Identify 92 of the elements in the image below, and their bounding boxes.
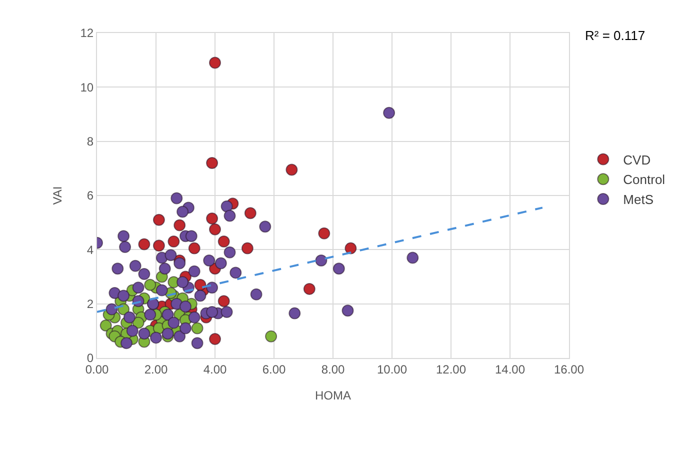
point <box>342 304 354 317</box>
x-tick-label: 6.00 <box>262 362 286 376</box>
point <box>118 230 130 242</box>
point <box>318 227 330 240</box>
point <box>112 262 124 275</box>
point <box>224 210 236 222</box>
point <box>383 106 396 119</box>
point <box>224 246 236 258</box>
point <box>244 207 256 220</box>
x-tick-label: 4.00 <box>203 362 227 376</box>
point <box>288 307 301 320</box>
point <box>123 311 136 324</box>
point <box>194 290 206 302</box>
x-tick-label: 14.00 <box>494 362 526 376</box>
point <box>241 242 254 254</box>
point <box>170 192 183 204</box>
point <box>120 337 132 350</box>
point <box>129 260 142 272</box>
y-tick-label: 8 <box>86 134 94 149</box>
y-tick-label: 12 <box>80 26 94 40</box>
point <box>174 219 186 232</box>
point <box>191 322 204 334</box>
point <box>191 337 204 350</box>
point <box>144 278 156 291</box>
point <box>176 206 189 218</box>
point <box>119 240 132 253</box>
y-tick-label: 2 <box>86 297 94 312</box>
point <box>188 265 200 278</box>
x-axis-title: HOMA <box>315 388 351 402</box>
point <box>118 290 130 302</box>
point <box>286 164 298 176</box>
x-tick-label: 16.00 <box>554 362 584 376</box>
point <box>259 220 272 233</box>
point <box>162 308 174 321</box>
point <box>158 262 171 275</box>
point <box>156 284 168 296</box>
point <box>176 276 189 288</box>
point <box>174 330 186 342</box>
text: R² = 0.117 <box>585 28 646 43</box>
y-axis-title: VAI <box>50 186 65 205</box>
point <box>152 214 165 226</box>
point <box>164 249 177 262</box>
point <box>132 282 144 294</box>
point <box>188 242 200 254</box>
point <box>265 330 278 342</box>
point <box>218 236 230 248</box>
x-tick-label: 2.00 <box>144 362 168 376</box>
point <box>126 324 138 337</box>
point <box>214 257 227 270</box>
point <box>174 257 186 270</box>
point <box>100 320 112 332</box>
point <box>303 282 316 295</box>
point <box>203 254 216 266</box>
point <box>168 316 180 329</box>
point <box>315 254 328 266</box>
point <box>209 333 221 346</box>
point <box>209 56 221 69</box>
point <box>209 223 221 236</box>
point <box>185 230 198 242</box>
point <box>144 308 156 321</box>
point <box>250 288 262 300</box>
point <box>162 328 174 340</box>
point <box>206 157 218 169</box>
point <box>344 242 357 254</box>
point <box>206 282 218 294</box>
point <box>152 240 165 252</box>
point <box>150 332 162 344</box>
legend-label: CVD <box>623 152 651 168</box>
legend-label: Control <box>623 172 666 188</box>
x-tick-label: 8.00 <box>321 362 345 376</box>
point <box>168 236 180 248</box>
x-tick-label: 10.00 <box>376 362 408 376</box>
point <box>138 238 150 250</box>
point <box>138 328 150 340</box>
y-tick-label: 6 <box>86 188 94 203</box>
x-tick-label: 12.00 <box>436 362 466 376</box>
point <box>206 306 218 318</box>
point <box>230 266 242 279</box>
point <box>220 200 233 212</box>
y-tick-label: 10 <box>80 80 94 94</box>
point <box>206 212 218 225</box>
point <box>332 262 345 275</box>
y-tick-label: 4 <box>86 242 94 257</box>
point <box>188 311 200 324</box>
point <box>180 300 192 313</box>
point <box>406 252 419 264</box>
point <box>106 303 118 316</box>
legend-label: MetS <box>623 192 654 208</box>
point <box>138 268 150 280</box>
point <box>220 306 233 318</box>
point <box>218 295 230 308</box>
point <box>180 322 192 334</box>
